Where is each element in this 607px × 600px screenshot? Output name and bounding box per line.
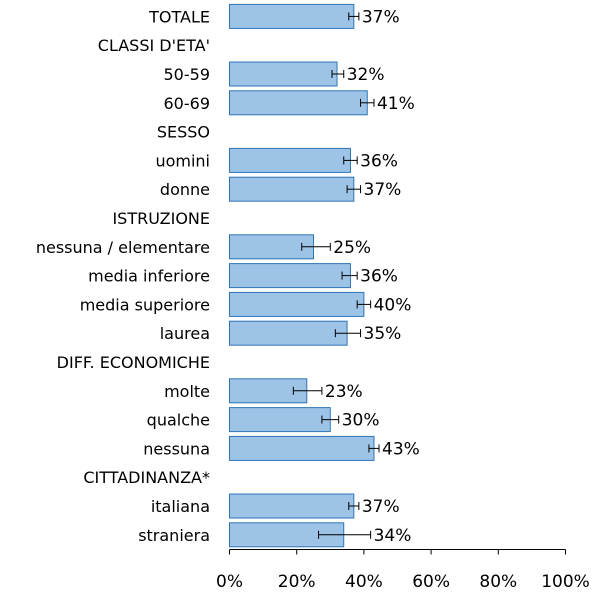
bar-row: laurea 35% <box>160 320 402 346</box>
value-label: 30% <box>342 411 380 431</box>
value-label: 37% <box>362 497 400 517</box>
value-label: 41% <box>377 94 415 114</box>
value-label: 40% <box>374 295 412 315</box>
bar <box>229 493 355 519</box>
bar <box>229 407 331 433</box>
group-header: SESSO <box>157 123 210 142</box>
value-label: 43% <box>382 439 420 459</box>
bar <box>229 3 355 29</box>
bar <box>229 320 348 346</box>
category-label: donne <box>160 180 210 199</box>
bar <box>229 263 351 289</box>
group-header: ISTRUZIONE <box>112 209 210 228</box>
category-label: laurea <box>160 324 210 343</box>
x-tick-label: 0% <box>216 572 243 592</box>
category-label: nessuna / elementare <box>36 238 210 257</box>
group-header: CITTADINANZA* <box>83 468 210 487</box>
bar <box>229 435 375 461</box>
category-label: media superiore <box>80 295 210 314</box>
category-label: media inferiore <box>88 267 210 286</box>
bar <box>229 176 355 202</box>
category-label: straniera <box>138 526 210 545</box>
x-tick-label: 20% <box>278 572 316 592</box>
bar-row: straniera 34% <box>138 522 412 548</box>
bar-row: 50-59 32% <box>164 61 385 87</box>
category-label: molte <box>164 382 210 401</box>
bar <box>229 90 368 116</box>
bar <box>229 147 351 173</box>
chart-rows: TOTALE 37% CLASSI D'ETA' 50-59 32% 60-69 41% SE… <box>36 3 420 548</box>
bar-row: donne 37% <box>160 176 402 202</box>
category-label: 50-59 <box>164 65 211 84</box>
group-header: CLASSI D'ETA' <box>98 36 210 55</box>
category-label: uomini <box>155 151 210 170</box>
bar-row: media superiore 40% <box>80 291 412 317</box>
bar <box>229 234 314 260</box>
category-label: TOTALE <box>148 7 210 26</box>
x-tick-label: 60% <box>412 572 450 592</box>
x-tick-label: 40% <box>345 572 383 592</box>
group-label: CLASSI D'ETA' <box>98 36 210 55</box>
bar-row: italiana 37% <box>151 493 400 519</box>
value-label: 37% <box>364 180 402 200</box>
bar <box>229 291 365 317</box>
value-label: 25% <box>333 238 371 258</box>
bar <box>229 61 338 87</box>
value-label: 23% <box>325 382 363 402</box>
category-label: 60-69 <box>164 94 211 113</box>
value-label: 35% <box>364 324 402 344</box>
category-label: qualche <box>147 411 210 430</box>
category-label: nessuna <box>143 439 210 458</box>
value-label: 36% <box>360 151 398 171</box>
x-axis-ticks: 0% 20% 40% 60% 80% 100% <box>216 549 590 592</box>
x-tick-label: 80% <box>479 572 517 592</box>
value-label: 36% <box>360 267 398 287</box>
category-label: italiana <box>151 497 210 516</box>
group-label: CITTADINANZA* <box>83 468 210 487</box>
group-label: DIFF. ECONOMICHE <box>57 353 210 372</box>
bar-row: nessuna 43% <box>143 435 420 461</box>
group-label: SESSO <box>157 123 210 142</box>
group-label: ISTRUZIONE <box>112 209 210 228</box>
bar-row: molte 23% <box>164 378 363 404</box>
group-header: DIFF. ECONOMICHE <box>57 353 210 372</box>
bar-row: media inferiore 36% <box>88 263 398 289</box>
bar-row: TOTALE 37% <box>148 3 400 29</box>
x-tick-label: 100% <box>541 572 590 592</box>
value-label: 37% <box>362 7 400 27</box>
value-label: 34% <box>374 526 412 546</box>
bar-row: 60-69 41% <box>164 90 415 116</box>
bar-row: qualche 30% <box>147 407 380 433</box>
value-label: 32% <box>347 65 385 85</box>
bar-row: uomini 36% <box>155 147 398 173</box>
bar-row: nessuna / elementare 25% <box>36 234 371 260</box>
